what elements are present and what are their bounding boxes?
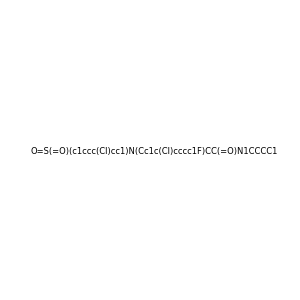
Text: O=S(=O)(c1ccc(Cl)cc1)N(Cc1c(Cl)cccc1F)CC(=O)N1CCCC1: O=S(=O)(c1ccc(Cl)cc1)N(Cc1c(Cl)cccc1F)CC… (30, 147, 278, 156)
